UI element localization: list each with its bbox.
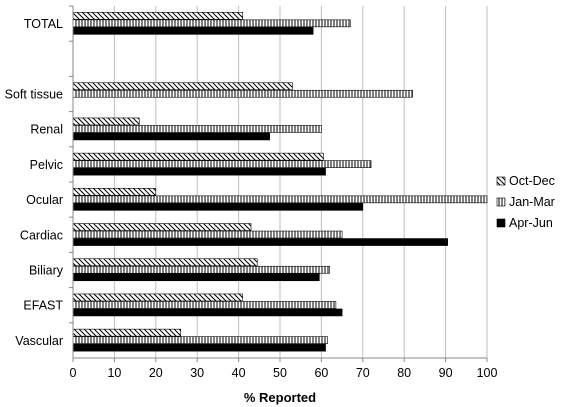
gridlines	[113, 6, 488, 358]
legend-label-jan-mar: Jan-Mar	[509, 195, 555, 209]
axes: 0 10 20 30 40 50 60 70 80 90 100 TOTAL Soft tissue Re…	[5, 5, 498, 380]
bar-apr-jun-efast	[72, 308, 343, 317]
y-tick-label: TOTAL	[24, 17, 63, 31]
bar-jan-mar-renal	[72, 125, 322, 133]
legend: Oct-Dec Jan-Mar Apr-Jun	[496, 174, 555, 230]
bar-apr-jun-renal	[72, 132, 270, 141]
bar-oct-dec-efast	[72, 293, 244, 302]
legend-label-oct-dec: Oct-Dec	[509, 174, 555, 188]
y-tick-label: Ocular	[26, 193, 63, 207]
bar-jan-mar-total	[72, 19, 351, 28]
bar-jan-mar-efast	[72, 301, 337, 309]
bar-apr-jun-total	[72, 27, 314, 35]
x-tick-label: 40	[232, 366, 246, 380]
bar-apr-jun-ocular	[72, 203, 364, 211]
bars	[72, 12, 488, 352]
bar-apr-jun-cardiac	[72, 238, 448, 246]
bar-jan-mar-ocular	[72, 195, 488, 204]
x-tick-label: 10	[107, 366, 121, 380]
bar-oct-dec-soft-tissue	[72, 82, 293, 91]
x-tick-label: 50	[273, 366, 287, 380]
bar-apr-jun-vascular	[72, 343, 326, 352]
bar-oct-dec-pelvic	[72, 152, 324, 161]
bar-jan-mar-vascular	[72, 336, 328, 344]
bar-jan-mar-soft-tissue	[72, 89, 413, 98]
bar-oct-dec-cardiac	[72, 223, 252, 231]
legend-label-apr-jun: Apr-Jun	[509, 216, 553, 230]
y-tick-label: Vascular	[15, 334, 63, 348]
bar-jan-mar-pelvic	[72, 160, 372, 168]
x-axis-label: % Reported	[244, 390, 316, 405]
bar-oct-dec-ocular	[72, 188, 157, 196]
bar-oct-dec-renal	[72, 117, 140, 126]
y-tick-label: Soft tissue	[5, 88, 63, 102]
y-tick-label: Pelvic	[30, 158, 63, 172]
bar-jan-mar-biliary	[72, 265, 330, 274]
x-tick-label: 70	[356, 366, 370, 380]
x-tick-label: 80	[397, 366, 411, 380]
x-tick-label: 20	[149, 366, 163, 380]
y-tick-label: Cardiac	[20, 228, 63, 242]
y-tick-label: EFAST	[23, 299, 63, 313]
legend-swatch-jan-mar	[496, 197, 506, 207]
x-tick-label: 100	[477, 366, 498, 380]
y-tick-label: Biliary	[29, 264, 64, 278]
bar-oct-dec-total	[72, 12, 244, 20]
y-tick-label: Renal	[30, 123, 63, 137]
x-tick-label: 90	[439, 366, 453, 380]
legend-swatch-oct-dec	[496, 176, 506, 186]
bar-apr-jun-pelvic	[72, 167, 326, 176]
bar-apr-jun-biliary	[72, 273, 320, 282]
x-tick-label: 30	[190, 366, 204, 380]
bar-jan-mar-cardiac	[72, 230, 343, 239]
bar-oct-dec-vascular	[72, 328, 181, 337]
x-tick-label: 60	[314, 366, 328, 380]
x-tick-label: 0	[70, 366, 77, 380]
bar-oct-dec-biliary	[72, 258, 258, 267]
legend-swatch-apr-jun	[496, 218, 506, 228]
